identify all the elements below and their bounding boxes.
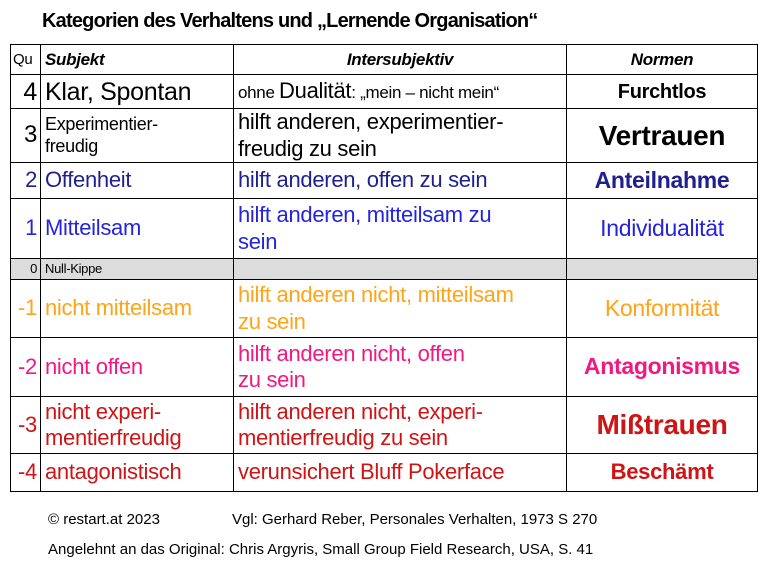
cell-intersubjektiv: hilft anderen nicht, offen zu sein	[233, 337, 567, 397]
cell-quantity: -3	[10, 396, 41, 454]
table-row: 4 Klar, Spontan ohne Dualität: „mein – nic…	[10, 74, 758, 109]
footer-line-1: © restart.at 2023 Vgl: Gerhard Reber, Pe…	[48, 511, 758, 541]
cell-normen: Beschämt	[566, 453, 758, 492]
behavior-categories-table: Qu Subjekt Intersubjektiv Normen 4 Klar, …	[10, 44, 758, 492]
header-row: Qu Subjekt Intersubjektiv Normen	[10, 44, 758, 75]
header-qu: Qu	[10, 44, 41, 75]
cell-normen: Mißtrauen	[566, 396, 758, 454]
cell-normen: Furchtlos	[566, 74, 758, 109]
header-normen: Normen	[566, 44, 758, 75]
cell-subjekt: nicht experi- mentierfreudig	[40, 396, 234, 454]
cell-quantity: -2	[10, 337, 41, 397]
copyright-text: © restart.at 2023	[48, 511, 160, 528]
cell-quantity: 0	[10, 258, 41, 280]
cell-intersubjektiv: hilft anderen, mitteilsam zu sein	[233, 198, 567, 259]
table-row: 1 Mitteilsam hilft anderen, mitteilsam zu …	[10, 198, 758, 259]
cell-intersubjektiv: hilft anderen, offen zu sein	[233, 162, 567, 199]
cell-quantity: -1	[10, 279, 41, 338]
cell-subjekt: Experimentier- freudig	[40, 108, 234, 163]
cell-intersubjektiv: hilft anderen nicht, mitteilsam zu sein	[233, 279, 567, 338]
cell-subjekt: Offenheit	[40, 162, 234, 199]
reference-text: Vgl: Gerhard Reber, Personales Verhalten…	[232, 511, 598, 528]
cell-normen: Individualität	[566, 198, 758, 259]
cell-quantity: 3	[10, 108, 41, 163]
cell-quantity: 4	[10, 74, 41, 109]
footer-line-2: Angelehnt an das Original: Chris Argyris…	[48, 541, 758, 571]
cell-normen: Vertrauen	[566, 108, 758, 163]
cell-intersubjektiv: verunsichert Bluff Pokerface	[233, 453, 567, 492]
cell-quantity: 2	[10, 162, 41, 199]
table-header: Qu Subjekt Intersubjektiv Normen	[10, 44, 758, 75]
footer: © restart.at 2023 Vgl: Gerhard Reber, Pe…	[48, 511, 758, 571]
table-row: -1 nicht mitteilsam hilft anderen nicht, m…	[10, 279, 758, 338]
cell-normen: Antagonismus	[566, 337, 758, 397]
table-row: 0 Null-Kippe	[10, 258, 758, 280]
inter-text-segment: Dualität	[279, 78, 352, 104]
table-row: 3 Experimentier- freudig hilft anderen, ex…	[10, 108, 758, 163]
cell-intersubjektiv: hilft anderen nicht, experi- mentierfreu…	[233, 396, 567, 454]
cell-normen: Anteilnahme	[566, 162, 758, 199]
cell-subjekt: nicht offen	[40, 337, 234, 397]
table-body: 4 Klar, Spontan ohne Dualität: „mein – nic…	[10, 74, 758, 492]
cell-normen	[566, 258, 758, 280]
cell-subjekt: Mitteilsam	[40, 198, 234, 259]
cell-normen: Konformität	[566, 279, 758, 338]
cell-intersubjektiv	[233, 258, 567, 280]
original-source-text: Angelehnt an das Original: Chris Argyris…	[48, 541, 594, 558]
table-row: 2 Offenheit hilft anderen, offen zu sein An…	[10, 162, 758, 199]
cell-quantity: 1	[10, 198, 41, 259]
table-row: -2 nicht offen hilft anderen nicht, offen …	[10, 337, 758, 397]
table-row: -4 antagonistisch verunsichert Bluff Poker…	[10, 453, 758, 492]
inter-text-segment: : „mein – nicht mein“	[351, 83, 499, 103]
inter-text-segment: ohne	[238, 83, 280, 103]
cell-subjekt: nicht mitteilsam	[40, 279, 234, 338]
cell-intersubjektiv: ohne Dualität: „mein – nicht mein“	[233, 74, 567, 109]
cell-subjekt: antagonistisch	[40, 453, 234, 492]
table-row: -3 nicht experi- mentierfreudig hilft ande…	[10, 396, 758, 454]
cell-intersubjektiv: hilft anderen, experimentier- freudig zu…	[233, 108, 567, 163]
cell-subjekt: Null-Kippe	[40, 258, 234, 280]
header-intersubjektiv: Intersubjektiv	[233, 44, 567, 75]
header-subjekt: Subjekt	[40, 44, 234, 75]
cell-subjekt: Klar, Spontan	[40, 74, 234, 109]
page-title: Kategorien des Verhaltens und „Lernende …	[42, 10, 538, 32]
cell-quantity: -4	[10, 453, 41, 492]
